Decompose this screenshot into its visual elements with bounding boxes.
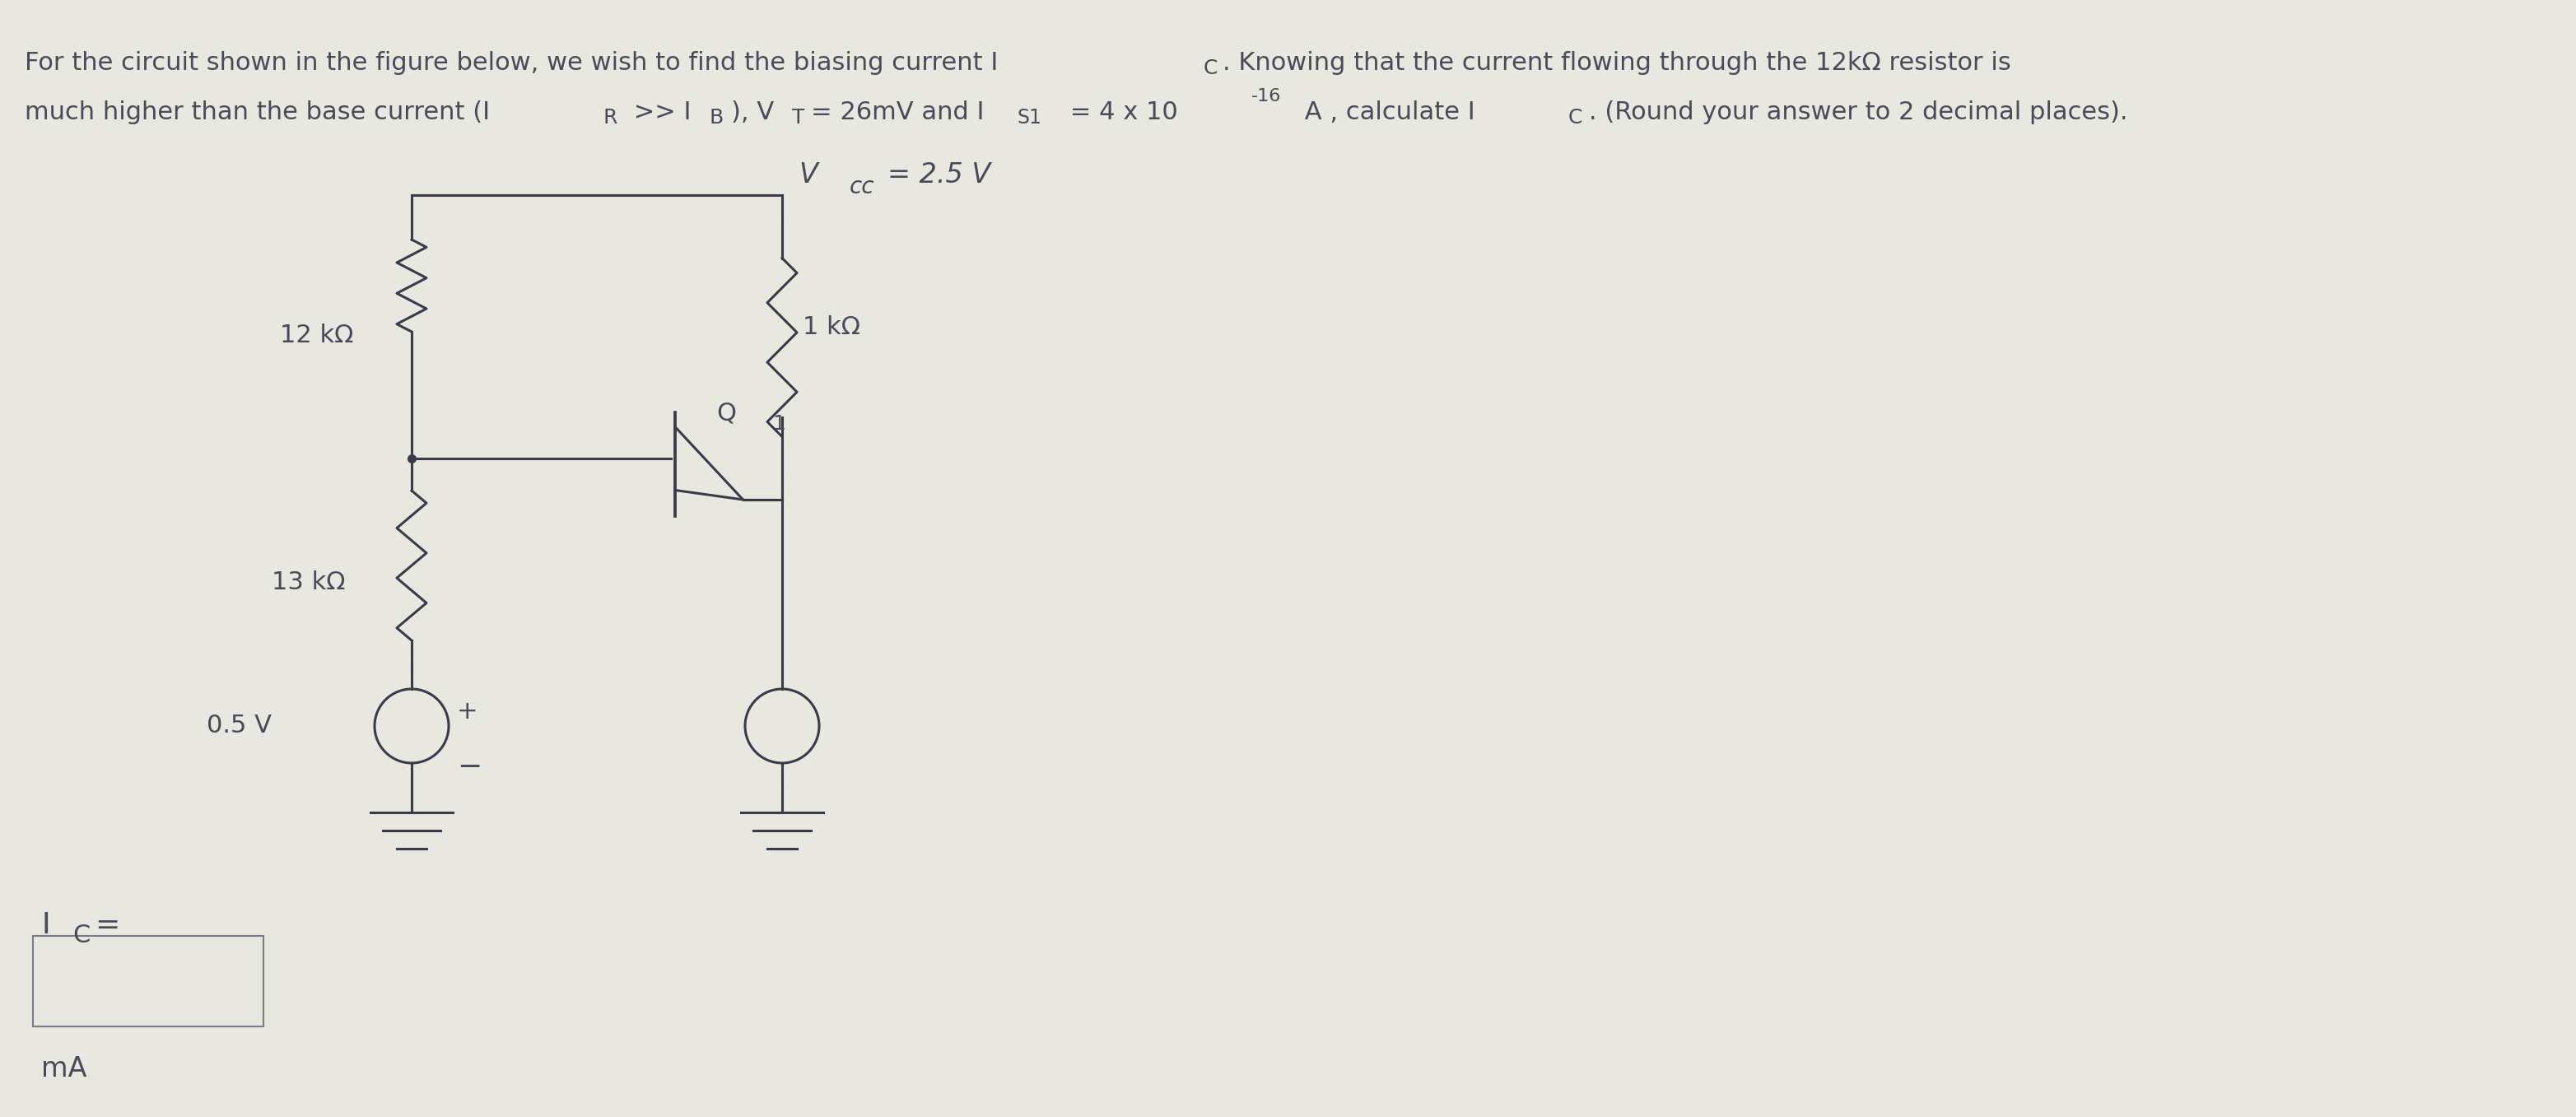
Text: T: T xyxy=(791,108,804,127)
Text: . Knowing that the current flowing through the 12kΩ resistor is: . Knowing that the current flowing throu… xyxy=(1224,51,2012,75)
Text: −: − xyxy=(456,753,482,781)
Text: mA: mA xyxy=(41,1056,88,1082)
Text: 13 kΩ: 13 kΩ xyxy=(270,570,345,594)
Text: C: C xyxy=(1203,58,1218,78)
Text: = 26mV and I: = 26mV and I xyxy=(811,101,984,124)
Text: For the circuit shown in the figure below, we wish to find the biasing current I: For the circuit shown in the figure belo… xyxy=(26,51,997,75)
Text: 1: 1 xyxy=(773,414,786,433)
Text: =: = xyxy=(95,911,118,939)
Text: ), V: ), V xyxy=(732,101,773,124)
Text: much higher than the base current (I: much higher than the base current (I xyxy=(26,101,489,124)
Text: B: B xyxy=(708,108,724,127)
Text: 0.5 V: 0.5 V xyxy=(206,714,270,738)
Text: V: V xyxy=(799,161,817,188)
Text: . (Round your answer to 2 decimal places).: . (Round your answer to 2 decimal places… xyxy=(1589,101,2128,124)
Text: 1 kΩ: 1 kΩ xyxy=(804,315,860,338)
Text: -16: -16 xyxy=(1252,88,1280,105)
Text: Q: Q xyxy=(716,401,737,426)
Text: S1: S1 xyxy=(1018,108,1041,127)
FancyBboxPatch shape xyxy=(33,936,263,1027)
Text: R: R xyxy=(603,108,616,127)
Text: = 2.5 V: = 2.5 V xyxy=(889,161,992,188)
Text: C: C xyxy=(72,924,90,947)
Text: = 4 x 10: = 4 x 10 xyxy=(1061,101,1177,124)
Text: >> I: >> I xyxy=(626,101,690,124)
Text: +: + xyxy=(456,699,479,723)
Text: 12 kΩ: 12 kΩ xyxy=(281,323,353,347)
Text: I: I xyxy=(41,911,49,939)
Text: cc: cc xyxy=(850,175,876,199)
Text: A , calculate I: A , calculate I xyxy=(1296,101,1476,124)
Text: C: C xyxy=(1569,108,1582,127)
